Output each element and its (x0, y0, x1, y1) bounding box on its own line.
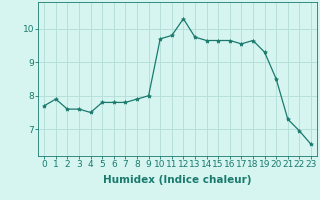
X-axis label: Humidex (Indice chaleur): Humidex (Indice chaleur) (103, 175, 252, 185)
